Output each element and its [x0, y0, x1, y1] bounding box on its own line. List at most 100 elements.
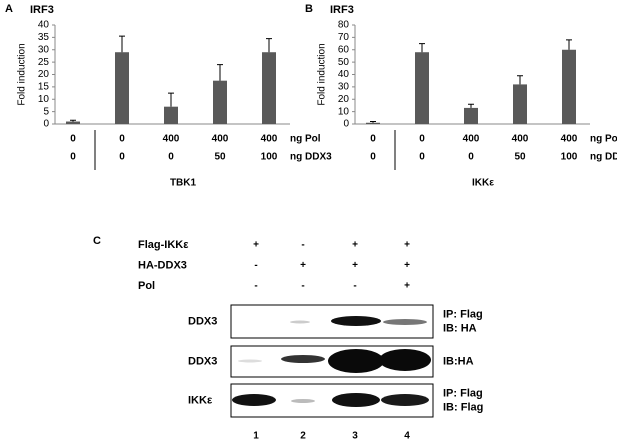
- y-tick-label: 40: [38, 20, 50, 31]
- group-label: IKKε: [472, 178, 494, 189]
- condition-sign: -: [301, 281, 304, 292]
- blot-images: [230, 304, 434, 418]
- y-tick-label: 30: [38, 44, 50, 55]
- lane-number: 4: [404, 431, 410, 442]
- table-cell: 400: [512, 134, 529, 145]
- table-cell: 400: [212, 134, 229, 145]
- condition-sign: +: [404, 281, 410, 292]
- table-row-label: ng Pol: [290, 134, 321, 145]
- condition-sign: -: [301, 240, 304, 251]
- condition-sign: -: [254, 281, 257, 292]
- chart-title: IRF3: [30, 4, 54, 16]
- table-cell: 50: [214, 152, 226, 163]
- band: [290, 320, 310, 324]
- y-tick-label: 70: [338, 32, 350, 43]
- table-cell: 0: [419, 152, 425, 163]
- lane-number: 1: [253, 431, 259, 442]
- band: [383, 319, 427, 325]
- table-cell: 400: [261, 134, 278, 145]
- y-tick-label: 30: [338, 82, 350, 93]
- bar: [66, 121, 80, 124]
- lane-number: 2: [300, 431, 306, 442]
- bar: [464, 107, 478, 124]
- error-bar: [266, 38, 272, 53]
- blot-protein: IKKε: [188, 394, 213, 406]
- lane-number: 3: [352, 431, 358, 442]
- table-cell: 0: [70, 152, 76, 163]
- error-bar: [168, 92, 174, 107]
- error-bar: [217, 64, 223, 81]
- condition-sign: -: [353, 281, 356, 292]
- bar: [164, 106, 178, 124]
- table-row-label: ng DDX3: [590, 152, 617, 163]
- y-tick-label: 10: [38, 94, 50, 105]
- error-bar: [70, 119, 76, 122]
- table-cell: 400: [463, 134, 480, 145]
- condition-label: Flag-IKKε: [138, 239, 189, 251]
- condition-sign: +: [404, 260, 410, 271]
- y-tick-label: 60: [338, 44, 350, 55]
- bar: [213, 80, 227, 124]
- y-tick-label: 25: [38, 57, 50, 68]
- table-cell: 100: [561, 152, 578, 163]
- error-bar: [517, 75, 523, 85]
- bar: [562, 49, 576, 124]
- error-bar: [419, 43, 425, 53]
- bar: [115, 52, 129, 124]
- table-cell: 0: [119, 134, 125, 145]
- blot-protein: DDX3: [188, 355, 217, 367]
- table-cell: 0: [70, 134, 76, 145]
- table-cell: 0: [168, 152, 174, 163]
- error-bar: [468, 103, 474, 108]
- y-axis-label: Fold induction: [17, 43, 28, 105]
- y-tick-label: 35: [38, 32, 50, 43]
- band: [381, 394, 429, 406]
- band: [332, 393, 380, 407]
- y-axis-label: Fold induction: [317, 43, 328, 105]
- band: [379, 349, 431, 371]
- blot-detection: IP: Flag: [443, 308, 483, 320]
- table-cell: 0: [119, 152, 125, 163]
- condition-sign: +: [404, 240, 410, 251]
- error-bar: [370, 121, 376, 123]
- blot-detection: IB: Flag: [443, 401, 483, 413]
- condition-label: HA-DDX3: [138, 259, 187, 271]
- y-tick-label: 50: [338, 57, 350, 68]
- table-cell: 0: [370, 134, 376, 145]
- error-bar: [566, 39, 572, 50]
- group-label: TBK1: [170, 178, 197, 189]
- panel-label: B: [305, 3, 313, 15]
- y-tick-label: 0: [343, 119, 349, 130]
- table-cell: 400: [561, 134, 578, 145]
- error-bar: [119, 35, 125, 53]
- band: [281, 355, 325, 363]
- blot-detection: IB:HA: [443, 355, 474, 367]
- condition-sign: +: [253, 240, 259, 251]
- band: [291, 399, 315, 403]
- y-tick-label: 40: [338, 69, 350, 80]
- y-tick-label: 5: [43, 106, 49, 117]
- table-cell: 0: [370, 152, 376, 163]
- bar: [513, 84, 527, 124]
- condition-sign: +: [352, 260, 358, 271]
- band: [328, 349, 384, 373]
- blot-detection: IB: HA: [443, 322, 477, 334]
- band: [232, 394, 276, 406]
- table-cell: 100: [261, 152, 278, 163]
- panel-label: C: [93, 235, 101, 247]
- panel-label: A: [5, 3, 13, 15]
- bar: [366, 122, 380, 124]
- chart-title: IRF3: [330, 4, 354, 16]
- table-row-label: ng DDX3: [290, 152, 332, 163]
- bar: [262, 52, 276, 124]
- condition-label: Pol: [138, 280, 155, 292]
- y-tick-label: 20: [38, 69, 50, 80]
- condition-sign: -: [254, 260, 257, 271]
- table-cell: 400: [163, 134, 180, 145]
- band: [331, 316, 381, 326]
- blot-protein: DDX3: [188, 315, 217, 327]
- table-row-label: ng Pol: [590, 134, 617, 145]
- y-tick-label: 0: [43, 119, 49, 130]
- table-cell: 50: [514, 152, 526, 163]
